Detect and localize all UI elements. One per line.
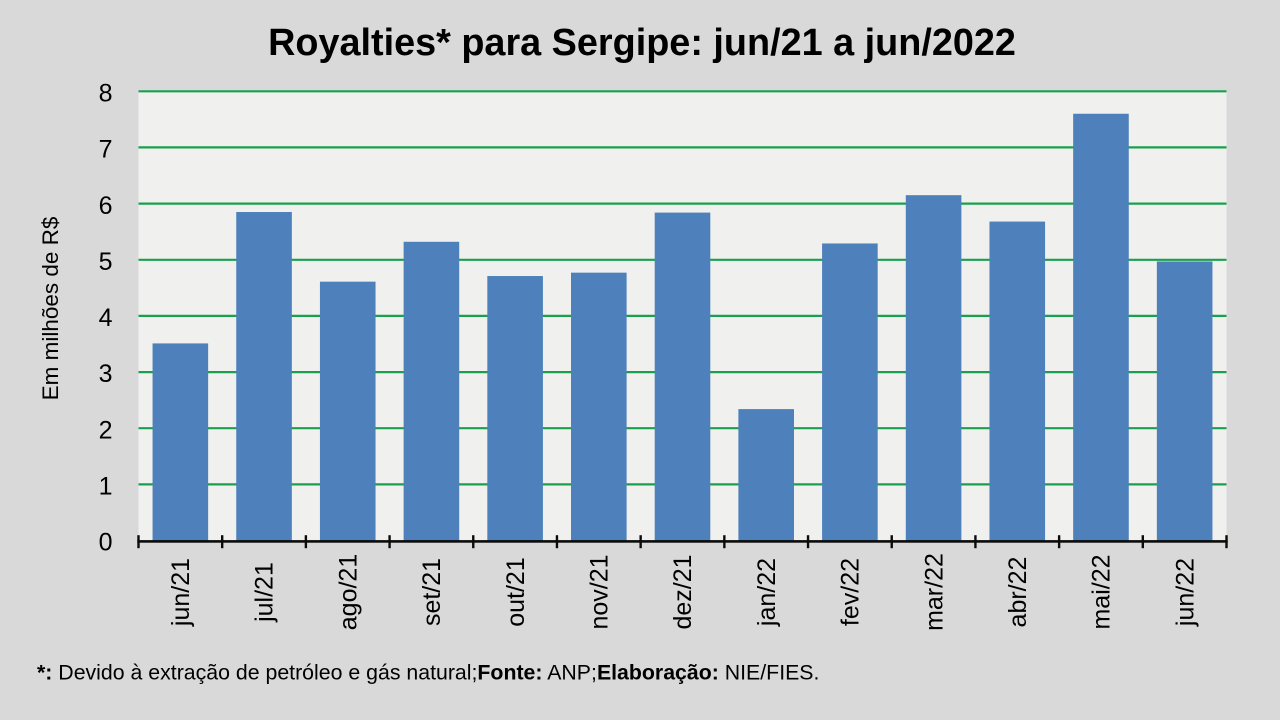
svg-text:set/21: set/21 xyxy=(418,558,446,626)
svg-text:fev/22: fev/22 xyxy=(837,558,865,626)
svg-text:out/21: out/21 xyxy=(502,557,530,627)
svg-text:7: 7 xyxy=(99,136,113,164)
svg-text:nov/21: nov/21 xyxy=(586,554,614,629)
svg-text:Royalties* para Sergipe: jun/2: Royalties* para Sergipe: jun/21 a jun/20… xyxy=(268,22,1016,64)
svg-text:abr/22: abr/22 xyxy=(1004,557,1032,628)
svg-text:Em milhões de R$: Em milhões de R$ xyxy=(38,216,63,400)
svg-text:mai/22: mai/22 xyxy=(1088,554,1116,629)
svg-text:2: 2 xyxy=(99,416,113,444)
svg-text:6: 6 xyxy=(99,192,113,220)
svg-text:3: 3 xyxy=(99,360,113,388)
svg-text:ago/21: ago/21 xyxy=(334,554,362,630)
svg-text:jan/22: jan/22 xyxy=(753,558,781,627)
svg-text:*: Devido à extração de petról: *: Devido à extração de petróleo e gás n… xyxy=(37,661,819,685)
svg-text:jul/21: jul/21 xyxy=(251,562,279,623)
svg-text:0: 0 xyxy=(99,529,113,557)
svg-text:jun/21: jun/21 xyxy=(167,558,195,627)
svg-text:5: 5 xyxy=(99,248,113,276)
svg-text:mar/22: mar/22 xyxy=(920,553,948,631)
svg-text:1: 1 xyxy=(99,473,113,501)
svg-text:jun/22: jun/22 xyxy=(1171,558,1199,627)
svg-text:dez/21: dez/21 xyxy=(669,554,697,629)
svg-text:4: 4 xyxy=(99,304,113,332)
svg-text:8: 8 xyxy=(99,80,113,108)
